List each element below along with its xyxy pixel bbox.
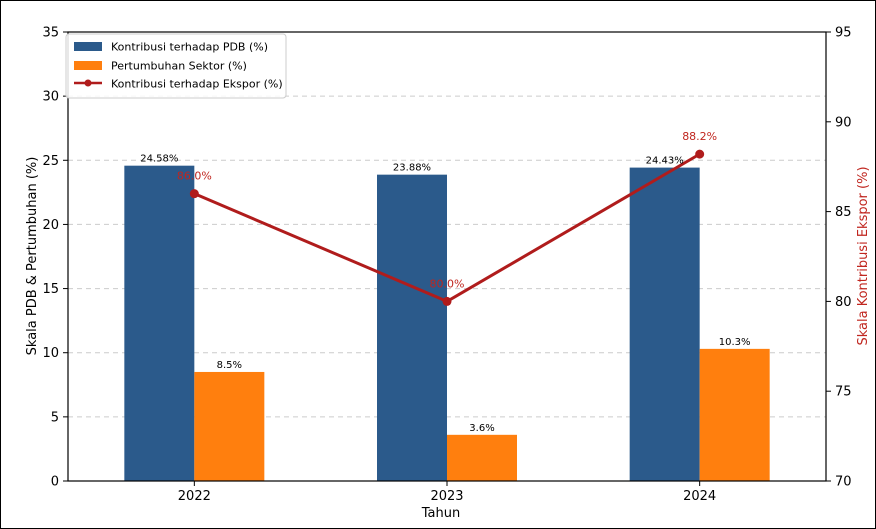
legend-marker-export <box>84 79 92 87</box>
bar-growth-2022 <box>194 371 265 481</box>
y-tick-label: 0 <box>51 475 59 490</box>
y2-axis-title: Skala Kontribusi Ekspor (%) <box>856 166 871 345</box>
x-tick-label: 2023 <box>430 489 463 504</box>
legend-label-export: Kontribusi terhadap Ekspor (%) <box>111 78 283 91</box>
bar-growth-2023 <box>447 434 517 481</box>
export-point-2022 <box>189 189 199 199</box>
bar-label: 10.3% <box>719 337 751 348</box>
y2-tick-label: 80 <box>835 295 852 310</box>
export-point-2024 <box>695 149 705 159</box>
axes: 0 5 10 15 20 25 30 35 70 75 80 85 90 95 2022 2023 2024 <box>42 26 851 505</box>
bar-pdb-2024 <box>629 167 700 481</box>
bars <box>124 165 770 482</box>
legend-label-growth: Pertumbuhan Sektor (%) <box>111 60 247 73</box>
bar-pdb-2023 <box>377 174 447 481</box>
export-point-2023 <box>442 296 452 306</box>
legend-frame <box>65 33 287 99</box>
y-tick-label: 30 <box>42 90 59 105</box>
x-axis-title: Tahun <box>421 506 460 521</box>
data-labels: 24.58% 23.88% 24.43% 8.5% 3.6% 10.3% 86.0% 80.0… <box>140 130 750 434</box>
y-tick-label: 25 <box>42 154 59 169</box>
bar-label: 3.6% <box>469 423 494 434</box>
x-tick-label: 2024 <box>683 489 716 504</box>
y2-tick-label: 90 <box>835 115 852 130</box>
bar-growth-2024 <box>699 348 770 481</box>
bar-label: 24.43% <box>646 156 684 167</box>
legend: Kontribusi terhadap PDB (%) Pertumbuhan … <box>65 33 287 99</box>
y-tick-label: 10 <box>42 346 59 361</box>
y2-tick-label: 85 <box>835 205 852 220</box>
bar-label: 23.88% <box>393 163 431 174</box>
line-label: 88.2% <box>682 130 717 143</box>
y-tick-label: 35 <box>42 26 59 41</box>
y-axis-title: Skala PDB & Pertumbuhan (%) <box>25 157 40 356</box>
legend-swatch-growth <box>74 61 102 70</box>
bar-label: 24.58% <box>140 154 178 165</box>
y2-tick-label: 95 <box>835 26 852 41</box>
y-tick-label: 5 <box>51 410 59 425</box>
y2-tick-label: 75 <box>835 385 852 400</box>
line-label: 86.0% <box>177 170 212 183</box>
x-tick-label: 2022 <box>178 489 211 504</box>
y-tick-label: 15 <box>42 282 59 297</box>
line-label: 80.0% <box>430 277 465 290</box>
bar-label: 8.5% <box>217 360 242 371</box>
legend-label-pdb: Kontribusi terhadap PDB (%) <box>111 41 268 54</box>
y2-tick-label: 70 <box>835 475 852 490</box>
legend-swatch-pdb <box>74 42 102 51</box>
y-tick-label: 20 <box>42 218 59 233</box>
bar-pdb-2022 <box>124 165 195 482</box>
export-line <box>189 149 705 306</box>
